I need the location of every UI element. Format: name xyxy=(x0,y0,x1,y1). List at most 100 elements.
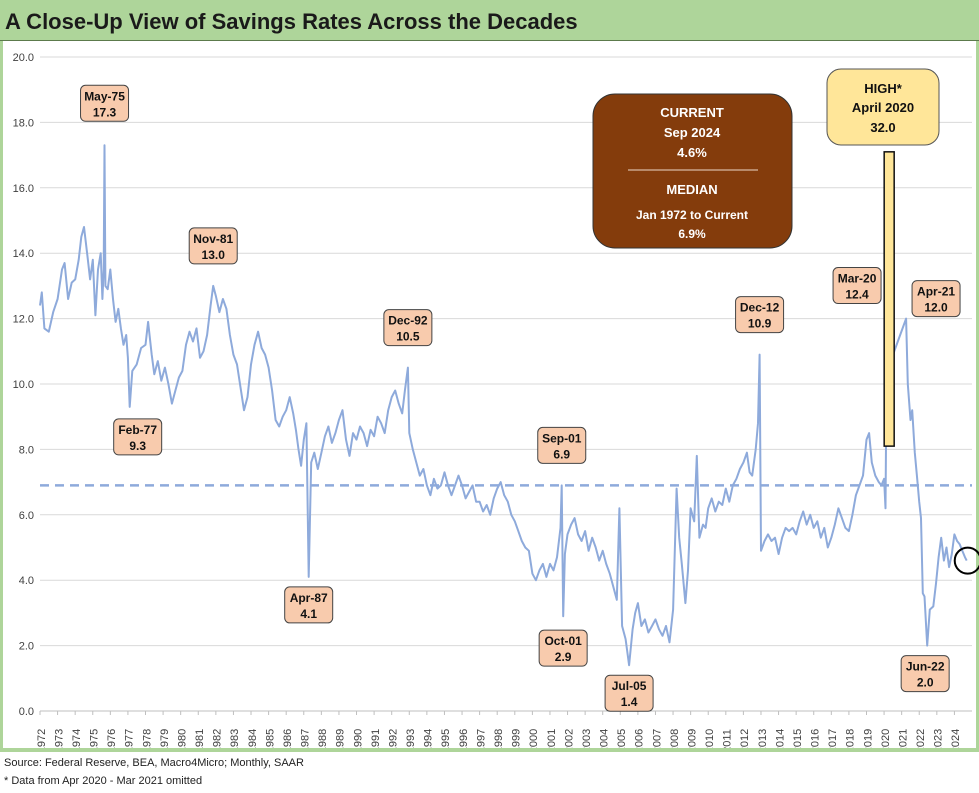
x-tick-label: 1987 xyxy=(300,729,312,748)
callout-value: 13.0 xyxy=(202,248,226,262)
x-tick-label: 2002 xyxy=(563,729,575,748)
high-bar xyxy=(883,151,895,447)
x-tick-label: 2009 xyxy=(686,729,698,748)
high-box: HIGH* April 2020 32.0 xyxy=(826,68,940,146)
callout-date: Sep-01 xyxy=(542,431,582,445)
callout-apr-87: Apr-87 4.1 xyxy=(284,586,334,624)
y-tick-label: 16.0 xyxy=(13,183,34,195)
callout-box xyxy=(188,227,238,265)
title-bar: A Close-Up View of Savings Rates Across … xyxy=(0,0,979,41)
callout-value: 2.0 xyxy=(917,676,934,690)
callout-value: 6.9 xyxy=(553,447,570,461)
callout-date: Dec-12 xyxy=(740,301,780,315)
y-tick-label: 6.0 xyxy=(19,510,34,522)
callout-date: May-75 xyxy=(84,89,125,103)
callout-value: 10.9 xyxy=(748,317,772,331)
x-tick-label: 2024 xyxy=(950,729,962,748)
y-tick-label: 10.0 xyxy=(13,379,34,391)
current-value: 4.6% xyxy=(677,145,707,160)
callout-dec-12: Dec-12 10.9 xyxy=(735,296,785,334)
x-tick-label: 2014 xyxy=(774,729,786,748)
callout-date: Oct-01 xyxy=(544,634,582,648)
chart-title: A Close-Up View of Savings Rates Across … xyxy=(5,9,578,34)
high-label: HIGH* xyxy=(864,81,903,96)
callout-date: Apr-87 xyxy=(290,591,328,605)
y-axis: 0.0 2.0 4.0 6.0 8.0 10.0 12.0 14.0 16.0 18.0 20.0 xyxy=(13,52,34,718)
x-tick-label: 1993 xyxy=(405,729,417,748)
x-tick-label: 2003 xyxy=(581,729,593,748)
callout-jul-05: Jul-05 1.4 xyxy=(604,674,654,712)
high-date: April 2020 xyxy=(852,100,914,115)
x-tick-label: 2012 xyxy=(739,729,751,748)
median-label: MEDIAN xyxy=(666,182,717,197)
x-tick-label: 2005 xyxy=(616,729,628,748)
x-tick-label: 1977 xyxy=(124,729,136,748)
x-tick-label: 1991 xyxy=(370,729,382,748)
x-tick-label: 1981 xyxy=(194,729,206,748)
callout-mar-20: Mar-20 12.4 xyxy=(832,267,882,305)
median-range: Jan 1972 to Current xyxy=(636,208,748,222)
x-tick-label: 1973 xyxy=(53,729,65,748)
y-tick-label: 20.0 xyxy=(13,52,34,64)
y-tick-label: 14.0 xyxy=(13,248,34,260)
x-tick-label: 2010 xyxy=(704,729,716,748)
median-value: 6.9% xyxy=(678,227,706,241)
callout-date: Mar-20 xyxy=(838,272,877,286)
callout-value: 2.9 xyxy=(555,650,572,664)
x-tick-label: 2020 xyxy=(880,729,892,748)
callout-box xyxy=(537,426,587,464)
frame-right xyxy=(976,41,979,752)
x-tick-label: 1994 xyxy=(423,729,435,748)
x-tick-label: 1974 xyxy=(71,729,83,748)
annotations: May-75 17.3 Feb-77 9.3 Nov-81 13.0 Apr-87 4.1 De… xyxy=(80,84,961,712)
callout-box xyxy=(832,267,882,305)
x-tick-label: 2008 xyxy=(669,729,681,748)
x-tick-label: 1985 xyxy=(264,729,276,748)
x-tick-label: 1975 xyxy=(89,729,101,748)
y-tick-label: 8.0 xyxy=(19,444,34,456)
x-tick-label: 1979 xyxy=(159,729,171,748)
info-box-bg xyxy=(592,93,793,249)
x-tick-label: 2001 xyxy=(546,729,558,748)
x-tick-label: 1980 xyxy=(176,729,188,748)
x-tick-label: 1976 xyxy=(106,729,118,748)
callout-jun-22: Jun-22 2.0 xyxy=(900,655,950,693)
x-tick-label: 2017 xyxy=(827,729,839,748)
callout-feb-77: Feb-77 9.3 xyxy=(113,418,163,456)
x-tick-label: 2011 xyxy=(722,729,734,748)
x-tick-label: 1978 xyxy=(141,729,153,748)
callout-box xyxy=(604,674,654,712)
high-box-bg xyxy=(826,68,940,146)
x-tick-label: 1972 xyxy=(36,729,48,748)
x-tick-label: 1982 xyxy=(212,729,224,748)
y-tick-label: 0.0 xyxy=(19,706,34,718)
x-tick-label: 1984 xyxy=(247,729,259,748)
x-tick-label: 2021 xyxy=(897,729,909,748)
x-tick-label: 2004 xyxy=(599,729,611,748)
callout-nov-81: Nov-81 13.0 xyxy=(188,227,238,265)
line-chart: 0.02.04.06.08.010.012.014.016.018.020.0 … xyxy=(13,52,979,748)
y-tick-label: 12.0 xyxy=(13,314,34,326)
callout-box xyxy=(113,418,163,456)
x-tick-label: 1992 xyxy=(387,729,399,748)
current-date: Sep 2024 xyxy=(664,125,721,140)
x-tick-label: 1997 xyxy=(475,729,487,748)
source-note: Source: Federal Reserve, BEA, Macro4Micr… xyxy=(4,757,304,769)
callout-value: 12.0 xyxy=(924,301,948,315)
callout-value: 9.3 xyxy=(129,439,146,453)
x-tick-label: 1983 xyxy=(229,729,241,748)
callout-box xyxy=(538,629,588,667)
high-value: 32.0 xyxy=(870,120,895,135)
callout-box xyxy=(911,280,961,318)
callout-box xyxy=(900,655,950,693)
frame-bottom xyxy=(0,748,979,752)
x-tick-label: 1988 xyxy=(317,729,329,748)
x-tick-label: 2013 xyxy=(757,729,769,748)
callout-date: Feb-77 xyxy=(118,423,157,437)
callout-value: 1.4 xyxy=(621,695,638,709)
callout-oct-01: Oct-01 2.9 xyxy=(538,629,588,667)
callout-date: Jun-22 xyxy=(906,660,945,674)
callout-box xyxy=(735,296,785,334)
x-tick-label: 2000 xyxy=(528,729,540,748)
callout-value: 4.1 xyxy=(300,607,317,621)
